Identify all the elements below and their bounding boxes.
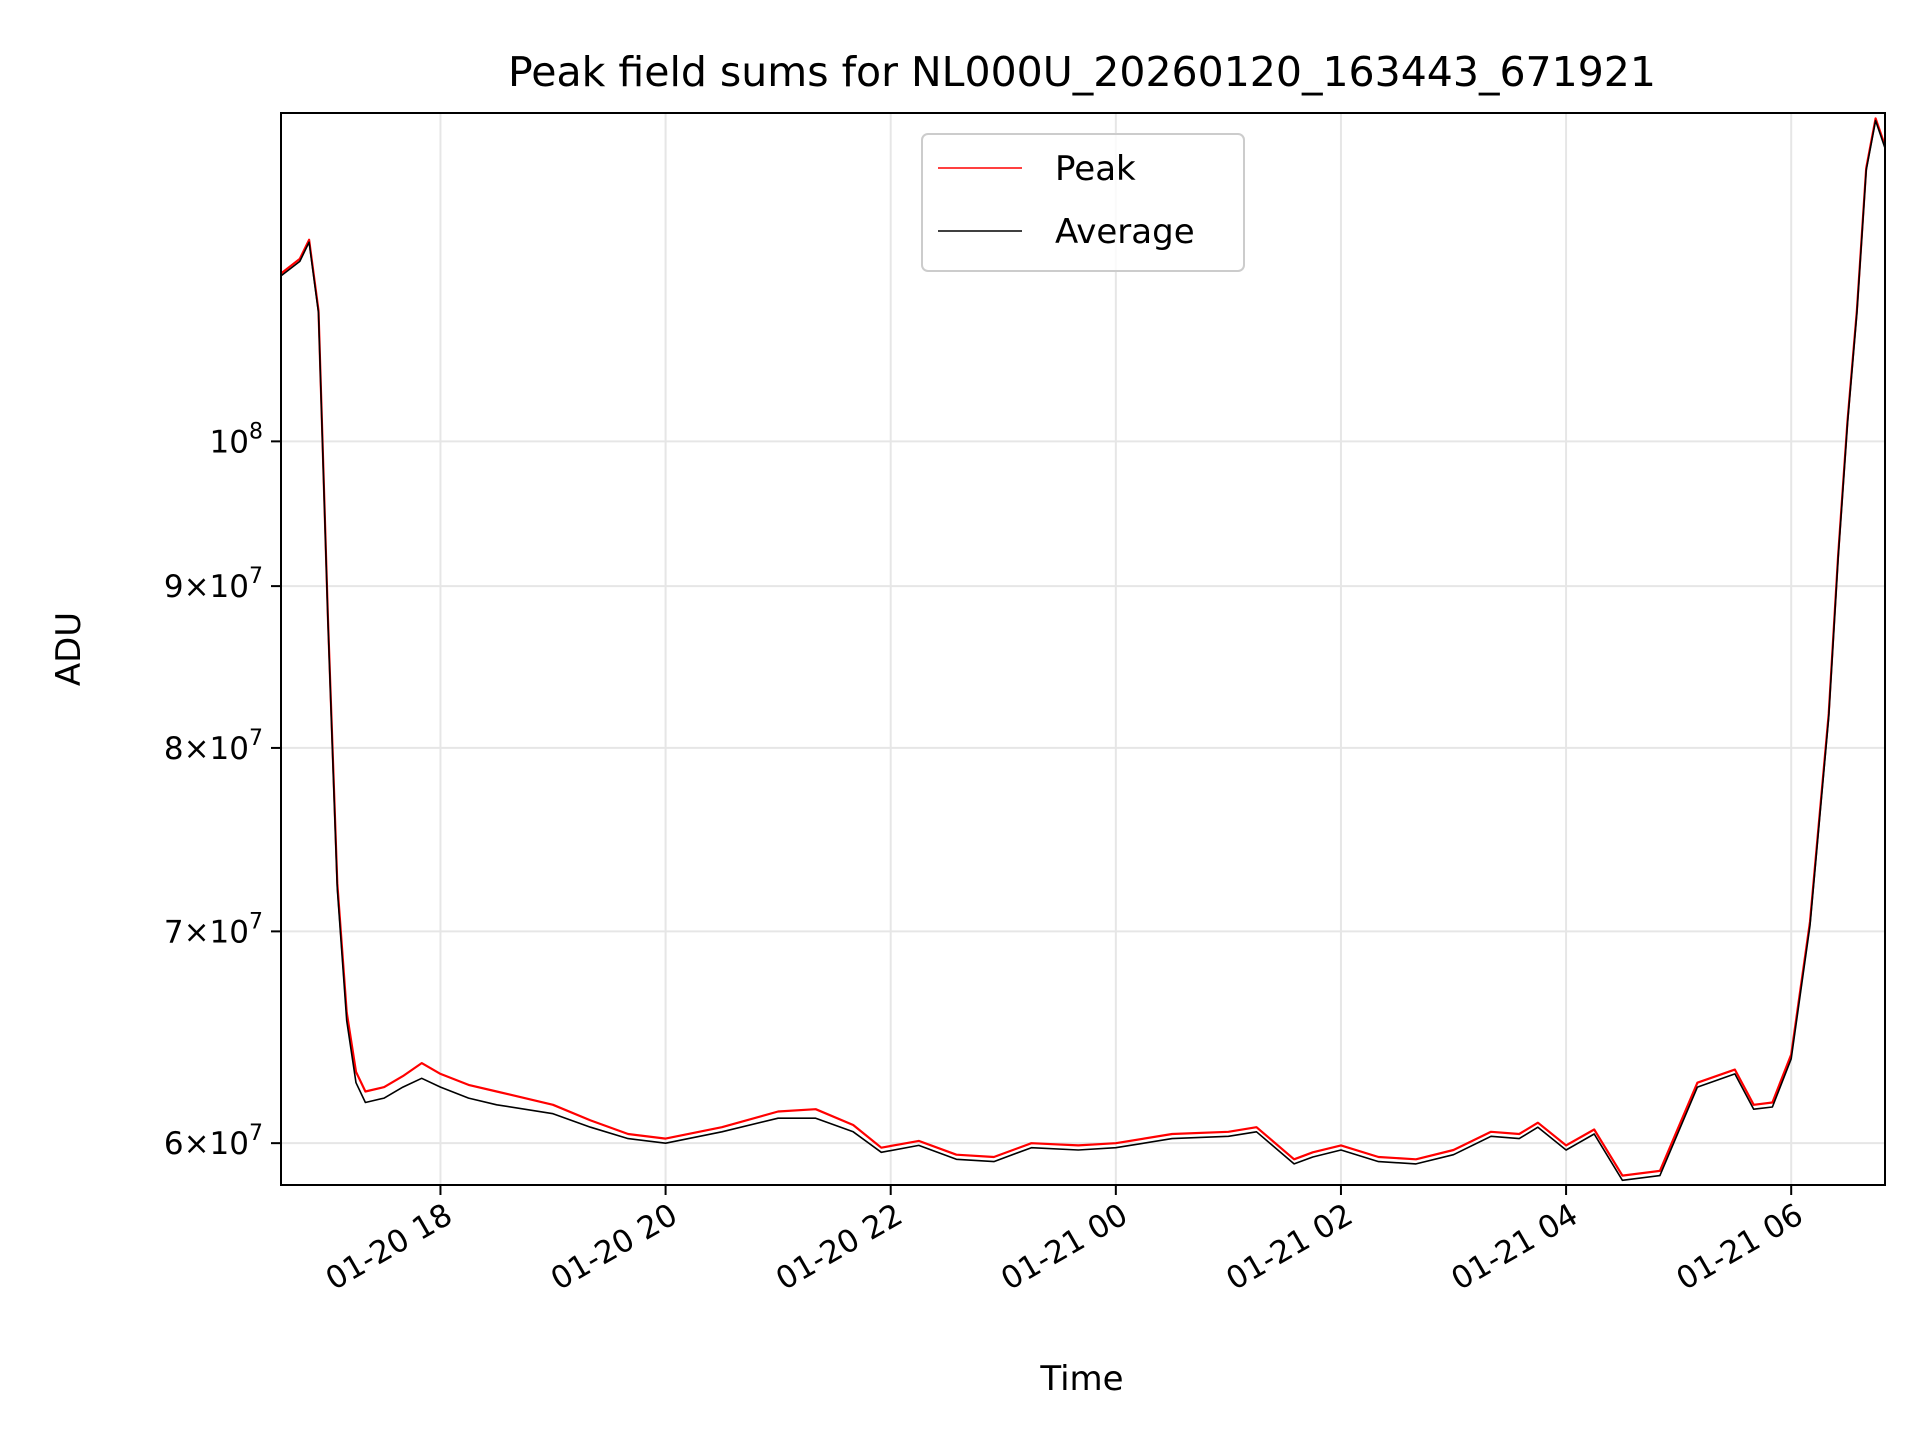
y-tick-label: 9×107 <box>164 564 263 605</box>
series-line-average <box>281 119 1885 1182</box>
series-line-peak <box>281 117 1885 1177</box>
y-tick-label: 6×107 <box>164 1121 263 1162</box>
y-axis-label: ADU <box>49 612 89 686</box>
y-tick-label: 8×107 <box>164 726 263 767</box>
plot-area-frame <box>280 112 1886 1186</box>
grid <box>281 113 1885 1185</box>
chart-title: Peak field sums for NL000U_20260120_1634… <box>508 48 1656 96</box>
y-tick-label: 108 <box>210 419 263 460</box>
y-axis: 6×107 7×107 8×107 9×107 108 <box>164 419 281 1162</box>
y-tick-label: 7×107 <box>164 909 263 950</box>
legend-average-label: Average <box>1055 212 1195 252</box>
x-axis-label: Time <box>1039 1359 1123 1399</box>
series-lines <box>281 117 1885 1182</box>
legend: Peak Average <box>921 133 1245 272</box>
legend-peak-label: Peak <box>1055 149 1136 189</box>
